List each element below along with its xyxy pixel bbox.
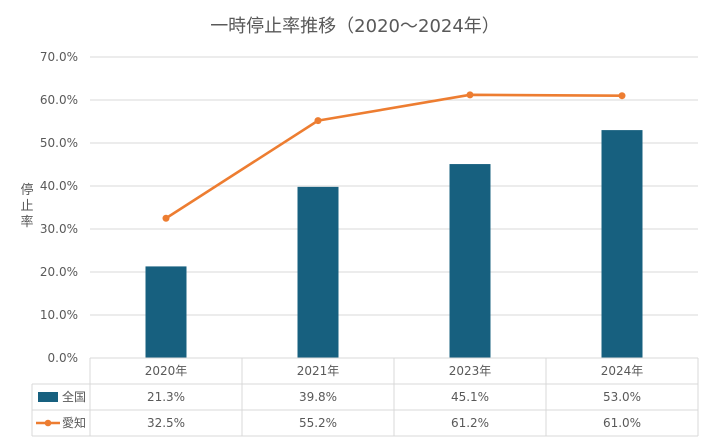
line-point	[618, 92, 626, 100]
y-tick-label: 0.0%	[48, 351, 79, 365]
line-series	[162, 91, 626, 222]
legend-entry: 愛知	[62, 416, 86, 430]
y-tick-label: 10.0%	[40, 308, 78, 322]
data-label: 61.2%	[451, 416, 489, 430]
y-axis-label-text: 停止率	[20, 182, 33, 230]
legend-entry: 全国	[62, 389, 86, 404]
line-point	[466, 91, 474, 99]
data-label: 21.3%	[147, 390, 185, 404]
legend-swatch-marker	[44, 419, 52, 427]
bar	[145, 266, 187, 358]
y-tick-label: 40.0%	[40, 179, 78, 193]
bar	[449, 164, 491, 358]
x-tick-label: 2024年	[601, 364, 644, 378]
bar	[297, 186, 339, 358]
y-tick-label: 50.0%	[40, 136, 78, 150]
y-tick-label: 20.0%	[40, 265, 78, 279]
data-label: 32.5%	[147, 416, 185, 430]
y-tick-label: 60.0%	[40, 93, 78, 107]
x-tick-label: 2021年	[297, 364, 340, 378]
bar-series	[145, 130, 643, 358]
x-tick-label: 2023年	[449, 364, 492, 378]
bar	[601, 130, 643, 358]
series-line	[165, 93, 623, 220]
chart-title: 一時停止率推移（2020〜2024年）	[210, 16, 500, 37]
data-label: 39.8%	[299, 390, 337, 404]
y-axis-ticks: 0.0% 10.0% 20.0% 30.0% 40.0% 50.0% 60.0% 70.0%	[40, 50, 78, 365]
data-label: 61.0%	[603, 416, 641, 430]
y-tick-label: 70.0%	[40, 50, 78, 64]
y-tick-label: 30.0%	[40, 222, 78, 236]
data-label: 55.2%	[299, 416, 337, 430]
x-tick-label: 2020年	[145, 364, 188, 378]
legend-swatch-bar	[38, 392, 58, 402]
data-label: 45.1%	[451, 390, 489, 404]
gridlines	[90, 56, 698, 359]
line-point	[314, 117, 322, 125]
line-point	[162, 214, 170, 222]
y-axis-label: 停止率	[20, 182, 33, 230]
data-label: 53.0%	[603, 390, 641, 404]
